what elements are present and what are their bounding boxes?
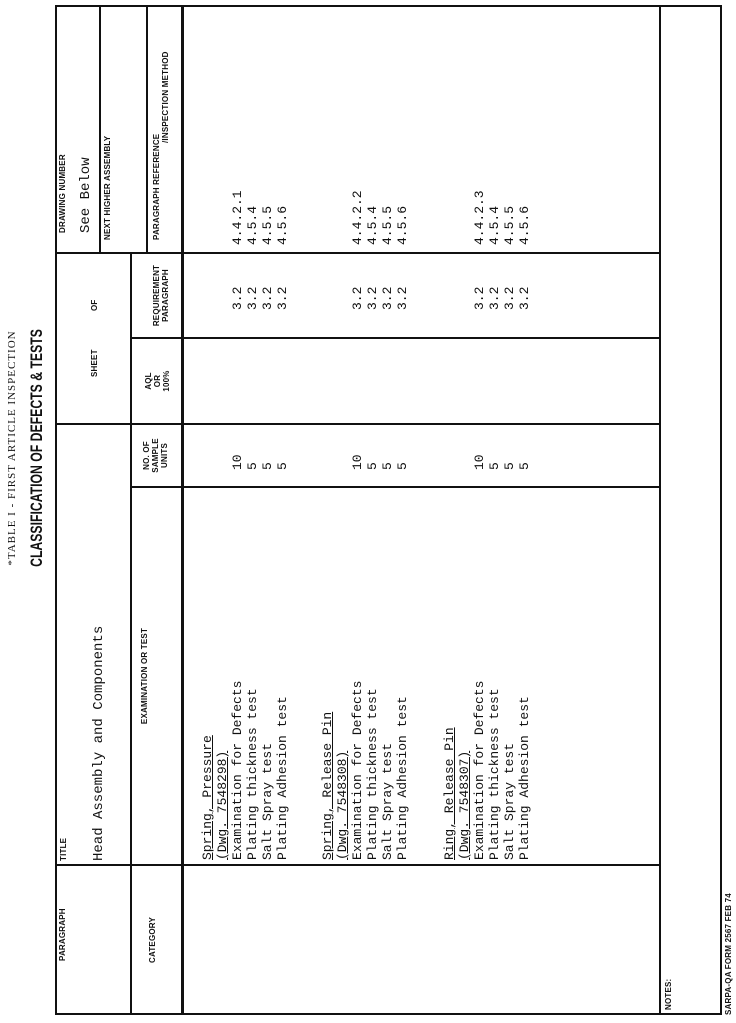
header-line: SAMPLE [151, 438, 160, 473]
reference-paragraph-value: 4.5.4 [487, 205, 502, 245]
test-name: Plating thickness test [365, 688, 380, 860]
drawing-number-value: See Below [78, 157, 94, 233]
reference-paragraph-value: 4.4.2.1 [230, 190, 245, 245]
sample-units-value: 5 [487, 462, 502, 470]
requirement-paragraph-value: 3.2 [395, 286, 410, 310]
sample-units-value: 5 [245, 462, 260, 470]
next-higher-assembly-label: NEXT HIGHER ASSEMBLY [103, 135, 112, 240]
header-line: NO. OF [142, 441, 151, 470]
of-label: OF [90, 299, 99, 311]
header-line: 100% [162, 370, 171, 392]
test-name: Examination for Defects [350, 680, 365, 860]
sample-units-header: NO. OF SAMPLE UNITS [142, 424, 169, 487]
reference-paragraph-value: 4.5.4 [245, 205, 260, 245]
aql-header: AQL OR 100% [144, 338, 171, 424]
divider [55, 252, 660, 254]
reference-paragraph-value: 4.4.2.2 [350, 190, 365, 245]
divider [131, 486, 660, 488]
sample-units-value: 10 [230, 454, 245, 470]
requirement-paragraph-value: 3.2 [275, 286, 290, 310]
drawing-number-label: DRAWING NUMBER [58, 154, 67, 233]
sample-units-value: 5 [395, 462, 410, 470]
requirement-paragraph-value: 3.2 [350, 286, 365, 310]
paragraph-label: PARAGRAPH [58, 908, 67, 961]
title-label: TITLE [59, 837, 68, 861]
divider [130, 253, 132, 1015]
test-name: Plating Adhesion test [275, 696, 290, 860]
reference-paragraph-value: 4.5.4 [365, 205, 380, 245]
examination-header: EXAMINATION OR TEST [140, 627, 149, 725]
sample-units-value: 5 [365, 462, 380, 470]
header-line: /INSPECTION METHOD [161, 51, 170, 143]
requirement-paragraph-value: 3.2 [245, 286, 260, 310]
form-subtitle: CLASSIFICATION OF DEFECTS & TESTS [27, 329, 46, 567]
form-footer: SARPA-QA FORM 2567 FEB 74 [724, 893, 733, 1015]
reference-paragraph-value: 4.5.5 [502, 205, 517, 245]
test-name: Examination for Defects [472, 680, 487, 860]
sample-units-value: 10 [350, 454, 365, 470]
requirement-paragraph-value: 3.2 [487, 286, 502, 310]
header-line: PARAGRAPH REFERENCE [152, 133, 161, 240]
requirement-paragraph-value: 3.2 [260, 286, 275, 310]
test-name: Plating Adhesion test [517, 696, 532, 860]
part-name: Spring, Release Pin [320, 711, 335, 860]
reference-paragraph-value: 4.5.6 [275, 205, 290, 245]
part-name: Ring, Release Pin [442, 727, 457, 860]
sample-units-value: 5 [275, 462, 290, 470]
header-line: OR [153, 374, 162, 388]
divider [146, 5, 148, 253]
divider [99, 5, 101, 253]
requirement-header: REQUIREMENT PARAGRAPH [152, 253, 170, 338]
requirement-paragraph-value: 3.2 [517, 286, 532, 310]
reference-paragraph-value: 4.4.2.3 [472, 190, 487, 245]
test-name: Salt Spray test [502, 742, 517, 860]
header-line: AQL [144, 372, 153, 390]
reference-paragraph-value: 4.5.6 [517, 205, 532, 245]
reference-paragraph-value: 4.5.6 [395, 205, 410, 245]
sample-units-value: 5 [517, 462, 532, 470]
reference-paragraph-value: 4.5.5 [380, 205, 395, 245]
part-name: Spring, Pressure [200, 735, 215, 860]
title-value: Head Assembly and Components [91, 625, 107, 861]
test-name: Salt Spray test [380, 742, 395, 860]
reference-paragraph-value: 4.5.5 [260, 205, 275, 245]
sheet-label: SHEET [90, 349, 99, 377]
header-line: REQUIREMENT [152, 264, 161, 327]
drawing-reference: (Dwg. 7548308) [335, 750, 350, 860]
sample-units-value: 5 [502, 462, 517, 470]
requirement-paragraph-value: 3.2 [472, 286, 487, 310]
test-name: Salt Spray test [260, 742, 275, 860]
requirement-paragraph-value: 3.2 [365, 286, 380, 310]
test-name: Examination for Defects [230, 680, 245, 860]
table-title: *TABLE I - FIRST ARTICLE INSPECTION [6, 330, 18, 566]
requirement-paragraph-value: 3.2 [502, 286, 517, 310]
drawing-reference: (Dwg. 7548298) [215, 750, 230, 860]
sample-units-value: 5 [260, 462, 275, 470]
notes-label: NOTES: [664, 978, 673, 1010]
category-header: CATEGORY [148, 916, 157, 964]
test-name: Plating thickness test [487, 688, 502, 860]
header-line: PARAGRAPH [161, 269, 170, 322]
divider [131, 337, 660, 339]
requirement-paragraph-value: 3.2 [380, 286, 395, 310]
test-name: Plating thickness test [245, 688, 260, 860]
reference-header: PARAGRAPH REFERENCE /INSPECTION METHOD [152, 51, 170, 240]
header-line: UNITS [160, 443, 169, 468]
sample-units-value: 5 [380, 462, 395, 470]
requirement-paragraph-value: 3.2 [230, 286, 245, 310]
sample-units-value: 10 [472, 454, 487, 470]
drawing-reference: (Dwg. 7548307) [457, 750, 472, 860]
test-name: Plating Adhesion test [395, 696, 410, 860]
